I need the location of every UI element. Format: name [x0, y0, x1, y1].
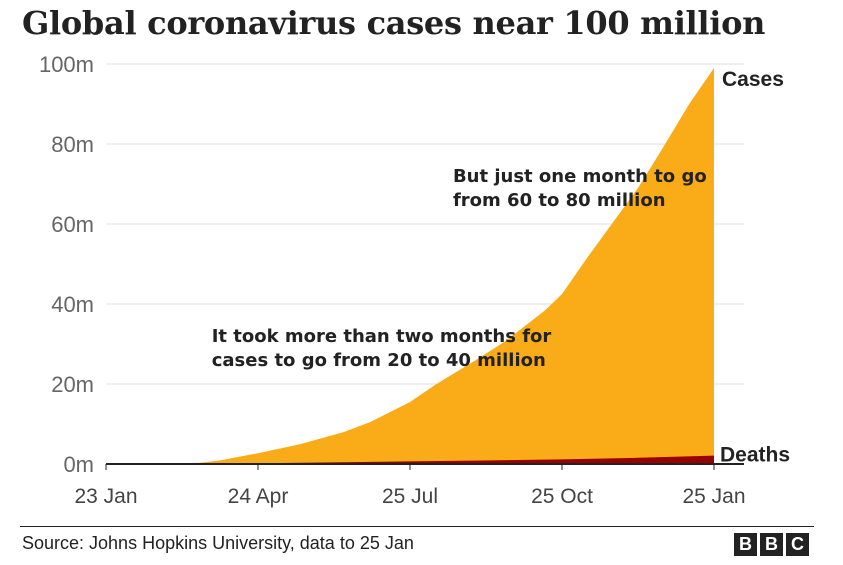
annotation-text: from 60 to 80 million	[453, 190, 666, 211]
annotation-text: It took more than two months for	[212, 326, 552, 347]
y-tick-label: 20m	[51, 372, 94, 397]
bbc-logo-letter-3: C	[786, 533, 809, 556]
x-tick-label: 25 Oct	[531, 485, 593, 508]
annotation-text: cases to go from 20 to 40 million	[212, 350, 546, 371]
deaths-area	[106, 455, 714, 464]
y-tick-label: 0m	[63, 452, 94, 477]
chart-title: Global coronavirus cases near 100 millio…	[22, 4, 766, 42]
y-tick-label: 100m	[39, 52, 94, 77]
bbc-logo-letter-1: B	[734, 533, 757, 556]
annotation-text: But just one month to go	[453, 166, 707, 187]
series-label-deaths: Deaths	[720, 444, 790, 467]
series-label-cases: Cases	[722, 68, 784, 91]
cases-area	[106, 68, 714, 464]
footer-divider	[20, 526, 814, 527]
chart-area: 0m 20m 40m 60m 80m 100m 23 Jan 24 Apr 25 Jul 25 O…	[39, 52, 790, 508]
x-tick-label: 24 Apr	[228, 485, 289, 508]
x-tick-label: 23 Jan	[74, 485, 137, 508]
source-note: Source: Johns Hopkins University, data t…	[22, 533, 414, 553]
bbc-logo-letter-2: B	[760, 533, 783, 556]
y-tick-label: 60m	[51, 212, 94, 237]
bbc-logo: B B C	[734, 533, 809, 556]
y-tick-label: 80m	[51, 132, 94, 157]
x-tick-label: 25 Jul	[382, 485, 438, 508]
x-tick-label: 25 Jan	[682, 485, 745, 508]
y-tick-label: 40m	[51, 292, 94, 317]
